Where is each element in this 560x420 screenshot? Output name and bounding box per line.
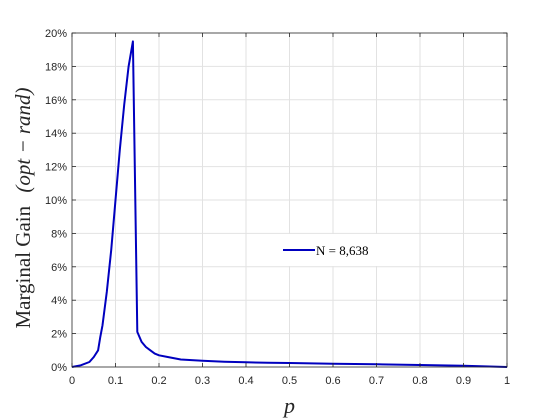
- y-tick-label: 18%: [45, 61, 67, 73]
- y-tick-label: 8%: [51, 228, 67, 240]
- y-tick-label: 20%: [45, 28, 67, 40]
- x-tick-label: 0.1: [108, 375, 123, 387]
- x-tick-label: 0.7: [369, 375, 384, 387]
- x-tick-label: 0: [69, 375, 75, 387]
- x-tick-label: 0.4: [238, 375, 253, 387]
- x-tick-label: 0.6: [325, 375, 340, 387]
- x-axis-label: p: [282, 393, 295, 418]
- y-tick-label: 16%: [45, 95, 67, 107]
- y-tick-label: 6%: [51, 262, 67, 274]
- x-tick-label: 0.2: [151, 375, 166, 387]
- legend-label: N = 8,638: [316, 243, 368, 258]
- y-axis-label: Marginal Gain (opt − rand): [11, 87, 35, 328]
- y-tick-label: 10%: [45, 195, 67, 207]
- x-tick-label: 0.8: [412, 375, 427, 387]
- y-tick-label: 2%: [51, 329, 67, 341]
- y-axis-label-math: (opt − rand): [11, 87, 35, 192]
- y-tick-label: 0%: [51, 362, 67, 374]
- y-axis-label-text: Marginal Gain: [11, 205, 35, 328]
- x-tick-label: 1: [504, 375, 510, 387]
- legend: N = 8,638: [247, 234, 393, 266]
- y-tick-label: 12%: [45, 162, 67, 174]
- x-tick-label: 0.9: [456, 375, 471, 387]
- y-tick-label: 4%: [51, 295, 67, 307]
- x-tick-label: 0.5: [282, 375, 297, 387]
- x-tick-label: 0.3: [195, 375, 210, 387]
- y-tick-label: 14%: [45, 128, 67, 140]
